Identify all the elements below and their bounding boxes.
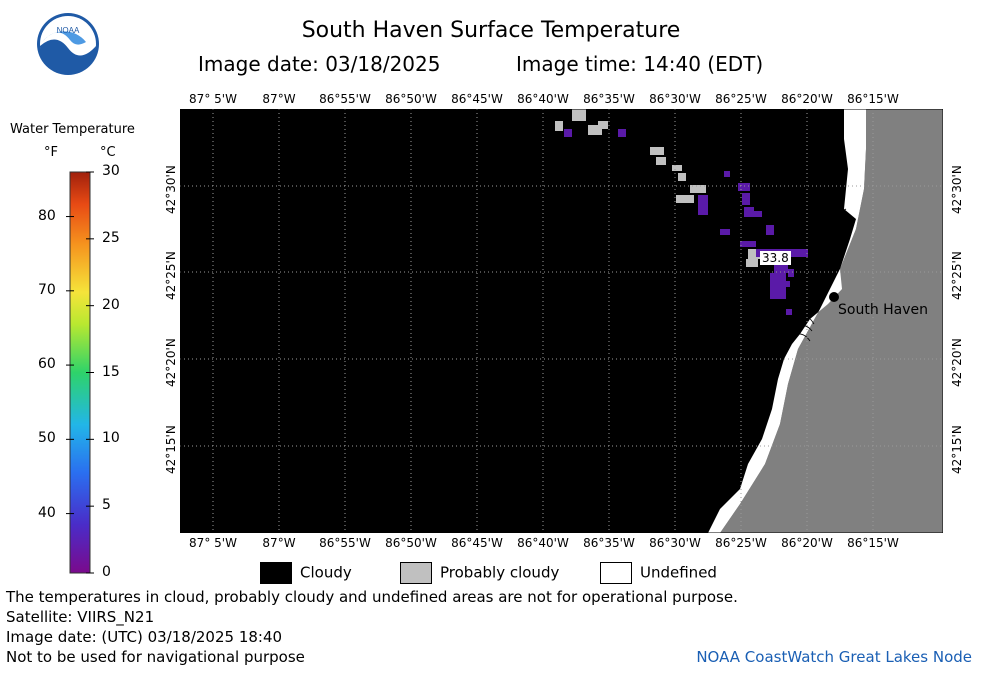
colorbar xyxy=(66,171,94,574)
unit-fahrenheit: °F xyxy=(44,145,58,160)
longitude-label: 87° 5'W xyxy=(189,536,237,550)
longitude-label: 86°50'W xyxy=(385,92,437,106)
probably-cloudy-swatch xyxy=(400,562,432,584)
celsius-tick-label: 10 xyxy=(102,430,120,447)
longitude-label: 86°30'W xyxy=(649,92,701,106)
celsius-tick-label: 15 xyxy=(102,363,120,380)
legend-cloudy-label: Cloudy xyxy=(300,563,352,582)
temperature-contours xyxy=(787,208,847,342)
undefined-area xyxy=(708,109,866,533)
fahrenheit-tick-label: 70 xyxy=(38,281,56,298)
latitude-label: 42°20'N xyxy=(950,338,964,387)
fahrenheit-tick-label: 50 xyxy=(38,430,56,447)
celsius-tick-label: 30 xyxy=(102,163,120,179)
svg-text:NOAA: NOAA xyxy=(57,26,80,35)
longitude-label: 86°55'W xyxy=(319,92,371,106)
latitude-label: 42°15'N xyxy=(950,425,964,474)
celsius-tick-label: 0 xyxy=(102,564,111,580)
longitude-label: 86°20'W xyxy=(781,92,833,106)
longitude-label: 87°W xyxy=(262,92,296,106)
longitude-label: 86°30'W xyxy=(649,536,701,550)
longitude-label: 86°25'W xyxy=(715,92,767,106)
celsius-tick-label: 25 xyxy=(102,229,120,246)
longitude-label: 86°40'W xyxy=(517,92,569,106)
noaa-logo-icon: NOAA xyxy=(37,13,99,75)
longitude-label: 87°W xyxy=(262,536,296,550)
longitude-label: 86°40'W xyxy=(517,536,569,550)
latitude-label: 42°25'N xyxy=(164,251,178,300)
longitude-label: 86°50'W xyxy=(385,536,437,550)
fahrenheit-tick-label: 80 xyxy=(38,207,56,224)
image-date: Image date: 03/18/2025 xyxy=(198,52,441,76)
navigation-warning: Not to be used for navigational purpose xyxy=(6,648,305,666)
latitude-label: 42°25'N xyxy=(950,251,964,300)
cloudy-swatch xyxy=(260,562,292,584)
undefined-swatch xyxy=(600,562,632,584)
satellite-info: Satellite: VIIRS_N21 xyxy=(6,608,155,626)
legend-probably-cloudy-label: Probably cloudy xyxy=(440,563,560,582)
longitude-label: 86°20'W xyxy=(781,536,833,550)
land-area xyxy=(720,109,943,533)
celsius-tick-label: 5 xyxy=(102,497,111,514)
legend-undefined: Undefined xyxy=(600,562,717,584)
temperature-map xyxy=(180,109,943,533)
fahrenheit-tick-label: 60 xyxy=(38,356,56,373)
longitude-label: 86°25'W xyxy=(715,536,767,550)
image-time: Image time: 14:40 (EDT) xyxy=(516,52,764,76)
latitude-label: 42°20'N xyxy=(164,338,178,387)
longitude-label: 86°15'W xyxy=(847,92,899,106)
fahrenheit-tick-label: 40 xyxy=(38,504,56,521)
longitude-label: 86°35'W xyxy=(583,92,635,106)
colorbar-title: Water Temperature xyxy=(10,122,135,137)
legend-probably-cloudy: Probably cloudy xyxy=(400,562,559,584)
page-title: South Haven Surface Temperature xyxy=(301,18,681,43)
unit-celsius: °C xyxy=(100,145,116,160)
credit: NOAA CoastWatch Great Lakes Node xyxy=(696,648,972,666)
longitude-label: 86°45'W xyxy=(451,536,503,550)
temperature-readout: 33.8 xyxy=(760,251,791,265)
longitude-label: 86°35'W xyxy=(583,536,635,550)
latitude-label: 42°15'N xyxy=(164,425,178,474)
longitude-label: 87° 5'W xyxy=(189,92,237,106)
utc-date: Image date: (UTC) 03/18/2025 18:40 xyxy=(6,628,283,646)
legend-cloudy: Cloudy xyxy=(260,562,352,584)
celsius-tick-label: 20 xyxy=(102,296,120,313)
longitude-label: 86°15'W xyxy=(847,536,899,550)
longitude-label: 86°55'W xyxy=(319,536,371,550)
city-label: South Haven xyxy=(838,302,929,318)
legend-undefined-label: Undefined xyxy=(640,563,717,582)
latitude-label: 42°30'N xyxy=(950,165,964,214)
latitude-label: 42°30'N xyxy=(164,165,178,214)
disclaimer: The temperatures in cloud, probably clou… xyxy=(6,588,738,606)
south-haven-marker xyxy=(829,292,839,302)
longitude-label: 86°45'W xyxy=(451,92,503,106)
